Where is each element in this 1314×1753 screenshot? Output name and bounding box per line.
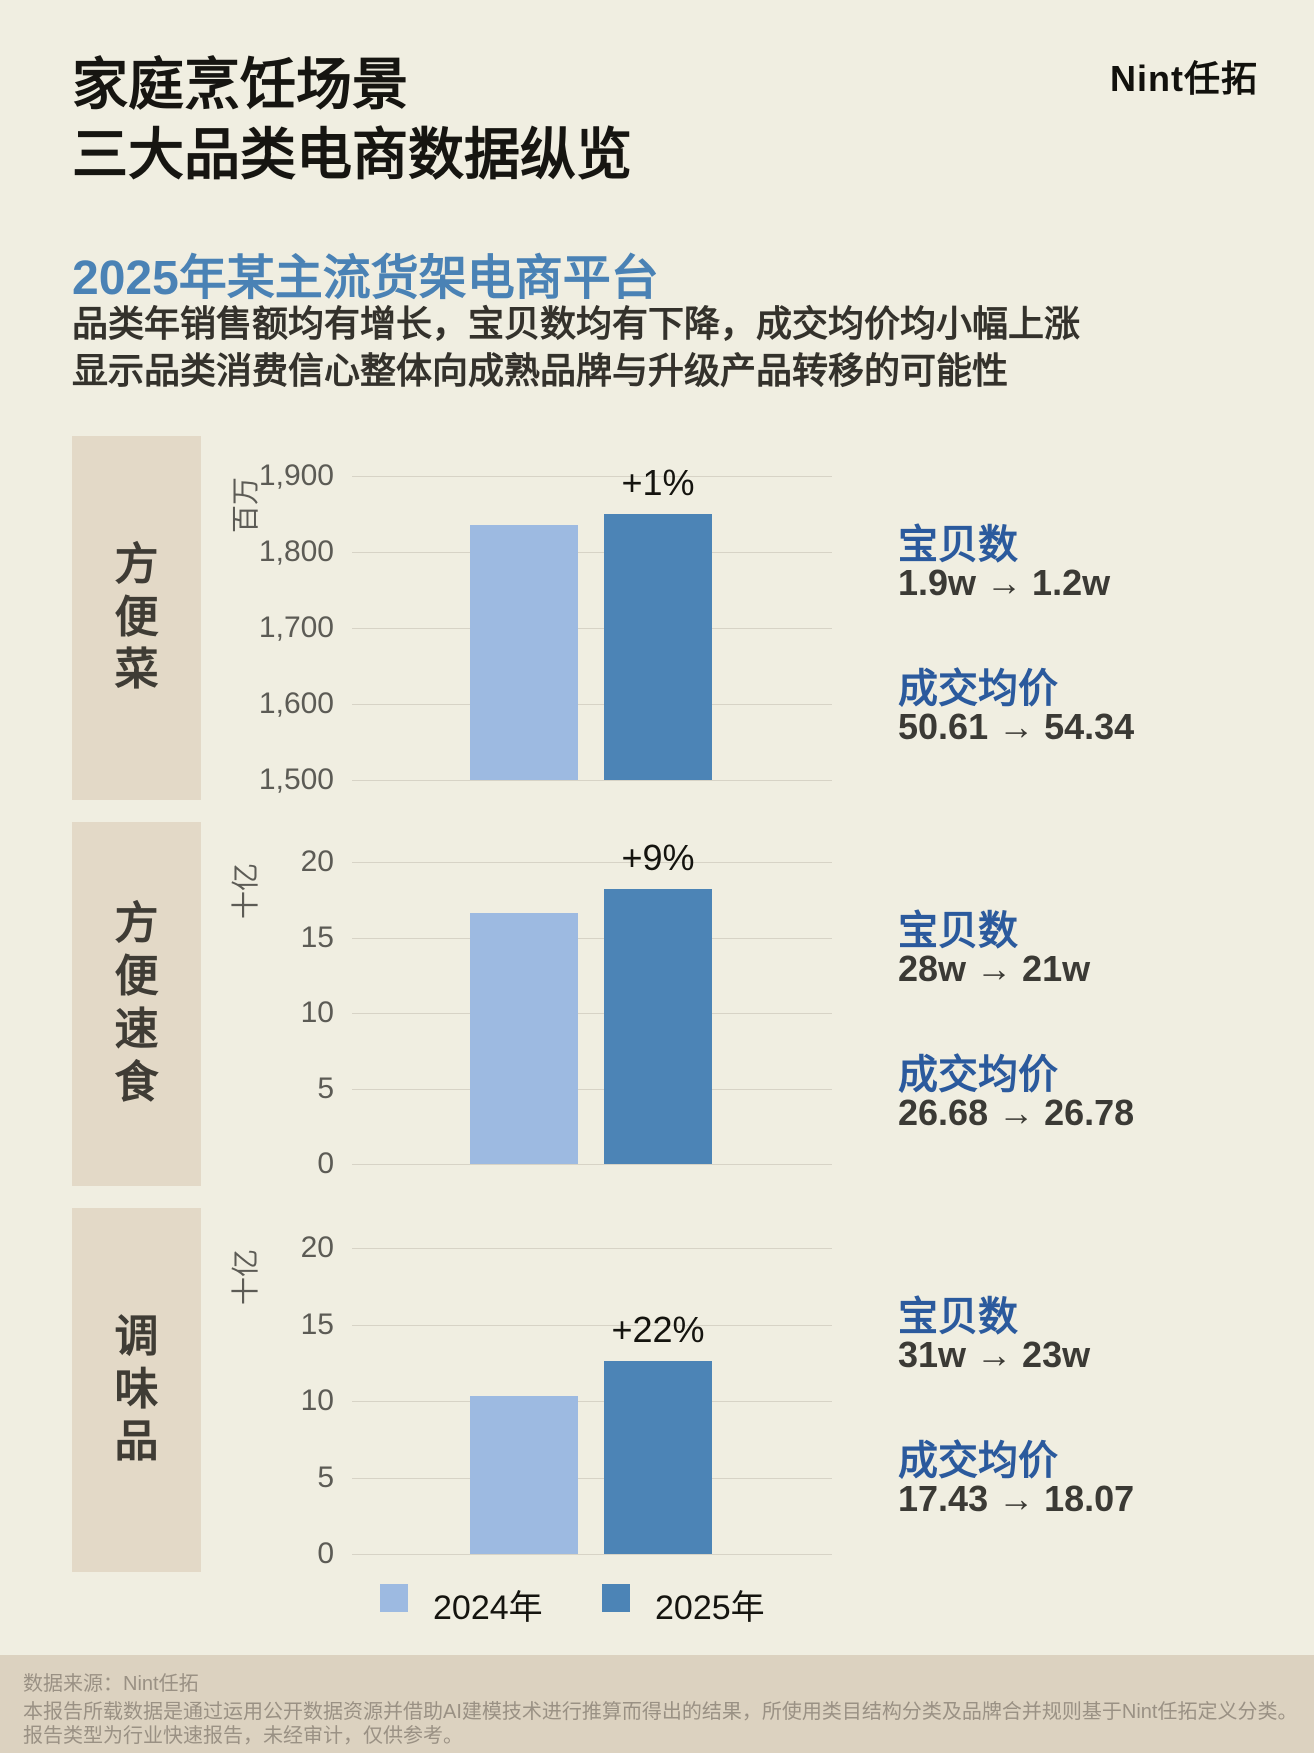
bar-2024年	[470, 913, 578, 1164]
y-axis-tick-label: 10	[300, 996, 334, 1029]
gridline	[352, 1088, 832, 1090]
chart-section-fangbiansushi: 方便速食 十亿 0 5 10 15 20 +9% 宝贝数 28w → 21w 成交均价 2…	[0, 822, 1314, 1186]
stat-value-baobeishu: 28w → 21w	[898, 948, 1091, 989]
subtitle-line2: 显示品类消费信心整体向成熟品牌与升级产品转移的可能性	[72, 350, 1009, 391]
gridline	[352, 1477, 832, 1479]
gridline	[352, 862, 832, 863]
category-box: 方便菜	[72, 436, 201, 800]
category-box: 方便速食	[72, 822, 201, 1186]
bar-chart: 十亿 0 5 10 15 20 +22%	[230, 1233, 832, 1569]
bar-2024年	[470, 1396, 578, 1554]
section-heading: 2025年某主流货架电商平台	[72, 252, 659, 305]
footer: 数据来源：Nint任拓 本报告所载数据是通过运用公开数据资源并借助AI建模技术进…	[0, 1655, 1314, 1753]
legend-label-2025: 2025年	[655, 1589, 765, 1627]
category-box: 调味品	[72, 1208, 201, 1572]
gridline	[352, 552, 832, 553]
gridline	[352, 1401, 832, 1402]
gridline	[352, 937, 832, 939]
bar-2025年	[604, 514, 712, 780]
stat-label-baobeishu: 宝贝数	[898, 1295, 1018, 1339]
subtitle-line1: 品类年销售额均有增长，宝贝数均有下降，成交均价均小幅上涨	[72, 303, 1081, 344]
stats-panel: 宝贝数 1.9w → 1.2w 成交均价 50.61 → 54.34	[898, 436, 1298, 800]
stat-label-chengjiaojunjia: 成交均价	[898, 667, 1058, 711]
stats-panel: 宝贝数 31w → 23w 成交均价 17.43 → 18.07	[898, 1208, 1298, 1572]
y-axis-tick-label: 20	[300, 845, 334, 878]
growth-label: +1%	[621, 462, 695, 503]
stat-value-baobeishu: 1.9w → 1.2w	[898, 562, 1111, 603]
bar-chart: 百万 1,500 1,600 1,700 1,800 1,900 +1%	[230, 461, 832, 795]
legend-swatch-2024	[380, 1584, 408, 1612]
y-axis-tick-label: 1,500	[258, 763, 334, 796]
stat-value-chengjiaojunjia: 26.68 → 26.78	[898, 1092, 1135, 1133]
stat-value-baobeishu: 31w → 23w	[898, 1334, 1091, 1375]
bar-chart: 十亿 0 5 10 15 20 +9%	[230, 837, 832, 1179]
y-axis-tick-label: 1,900	[258, 459, 334, 492]
page-title-line1: 家庭烹饪场景	[72, 53, 408, 116]
chart-section-tiaoweipin: 调味品 十亿 0 5 10 15 20 +22% 宝贝数 31w → 23w 成交均价 1…	[0, 1208, 1314, 1572]
y-axis-tick-label: 20	[300, 1231, 334, 1264]
category-label: 方便速食	[114, 899, 159, 1107]
bar-2025年	[604, 889, 712, 1164]
category-label: 方便菜	[114, 539, 159, 695]
stat-label-chengjiaojunjia: 成交均价	[898, 1053, 1058, 1097]
bar-2024年	[470, 524, 578, 780]
y-axis-tick-label: 15	[300, 1307, 334, 1341]
stat-label-baobeishu: 宝贝数	[898, 523, 1018, 567]
chart-legend: 2024年 2025年	[0, 1580, 1314, 1627]
gridline	[352, 1013, 832, 1014]
gridline	[352, 1248, 832, 1249]
y-axis-tick-label: 1,700	[258, 611, 334, 644]
gridline	[352, 704, 832, 705]
category-label: 调味品	[114, 1311, 159, 1467]
bar-2025年	[604, 1361, 712, 1554]
growth-label: +9%	[621, 837, 695, 879]
nint-logo: Nint任拓	[1110, 58, 1258, 99]
y-axis-tick-label: 10	[300, 1384, 334, 1417]
y-axis-tick-label: 5	[317, 1071, 334, 1105]
chart-section-fangbiancai: 方便菜 百万 1,500 1,600 1,700 1,800 1,900 +1% 宝贝数 …	[0, 436, 1314, 800]
stat-value-chengjiaojunjia: 17.43 → 18.07	[898, 1478, 1135, 1519]
footer-data-source: 数据来源：Nint任拓	[23, 1673, 199, 1695]
legend-swatch-2025	[602, 1584, 630, 1612]
subtitle: 品类年销售额均有增长，宝贝数均有下降，成交均价均小幅上涨 显示品类消费信心整体向…	[72, 300, 1080, 394]
y-axis-tick-label: 1,800	[258, 535, 334, 568]
stat-value-chengjiaojunjia: 50.61 → 54.34	[898, 706, 1135, 747]
page-title: 家庭烹饪场景 三大品类电商数据纵览	[72, 50, 632, 190]
y-axis-tick-label: 5	[317, 1460, 334, 1494]
gridline	[352, 628, 832, 629]
y-axis-tick-label: 15	[300, 920, 334, 954]
y-axis-tick-label: 0	[317, 1537, 334, 1570]
stats-panel: 宝贝数 28w → 21w 成交均价 26.68 → 26.78	[898, 822, 1298, 1186]
legend-label-2024: 2024年	[433, 1589, 543, 1627]
y-axis-tick-label: 1,600	[258, 687, 334, 720]
footer-disclaimer-line2: 报告类型为行业快速报告，未经审计，仅供参考。	[23, 1725, 463, 1747]
y-axis-tick-label: 0	[317, 1147, 334, 1180]
stat-label-baobeishu: 宝贝数	[898, 909, 1018, 953]
growth-label: +22%	[611, 1309, 705, 1351]
gridline	[352, 1164, 832, 1165]
page-title-line2: 三大品类电商数据纵览	[72, 123, 632, 186]
stat-label-chengjiaojunjia: 成交均价	[898, 1439, 1058, 1483]
gridline	[352, 476, 832, 477]
gridline	[352, 1554, 832, 1555]
footer-disclaimer-line1: 本报告所载数据是通过运用公开数据资源并借助AI建模技术进行推算而得出的结果，所使…	[23, 1701, 1298, 1723]
gridline	[352, 780, 832, 781]
gridline	[352, 1324, 832, 1326]
